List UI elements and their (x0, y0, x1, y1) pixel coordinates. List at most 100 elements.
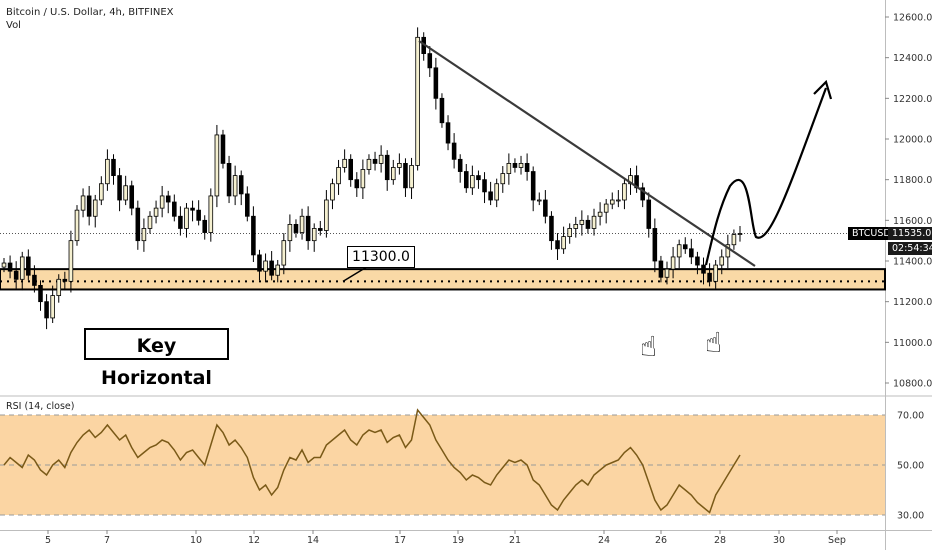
time-tick-label: 17 (394, 535, 406, 546)
candle-body (488, 191, 493, 201)
candle-body (616, 199, 621, 202)
candle-body (62, 278, 68, 282)
candle-body (324, 199, 329, 231)
candle-body (555, 240, 560, 250)
candle-body (111, 158, 116, 176)
rsi-line (3, 408, 741, 514)
candle-body (506, 162, 512, 174)
candle-body (342, 158, 347, 168)
candle-body (573, 223, 579, 229)
candle-body (433, 67, 439, 99)
rsi-axis: 70.00 50.00 30.00 (897, 411, 924, 522)
candle-body (1, 262, 7, 268)
rsi-tick-label: 30.00 (897, 511, 924, 522)
candle-body (597, 211, 603, 217)
candle-body (609, 199, 615, 205)
candle-body (7, 262, 13, 272)
price-tick-label: 12200.00 (893, 94, 932, 105)
candle-body (652, 228, 658, 262)
time-tick-label: Sep (828, 535, 846, 546)
candle-body (701, 264, 706, 274)
candle-body (561, 236, 566, 250)
price-tick-label: 11800.00 (893, 175, 932, 186)
candle-body (68, 240, 74, 282)
time-tick-label: 12 (248, 535, 260, 546)
rsi-label: RSI (14, close) (6, 401, 75, 412)
price-tick-label: 12600.00 (893, 13, 932, 24)
price-tick-label: 11400.00 (893, 257, 932, 268)
candle-body (105, 158, 110, 185)
rsi-band (0, 414, 885, 516)
candle-body (117, 175, 122, 201)
price-tick-label: 11600.00 (893, 216, 932, 227)
price-tick-label: 10800.00 (893, 379, 932, 390)
candle-body (74, 209, 80, 242)
candle-body (585, 219, 591, 229)
candle-body (707, 272, 712, 282)
candle-body (220, 134, 226, 164)
candle-body (530, 171, 536, 201)
candle-body (397, 162, 402, 168)
descending-trendline (418, 40, 756, 267)
candle-body (202, 219, 208, 233)
candle-body (56, 278, 62, 296)
candle-body (318, 228, 323, 231)
drawings (418, 40, 833, 267)
price-tick-label: 12000.00 (893, 135, 932, 146)
candle-body (670, 256, 676, 270)
candle-body (664, 268, 670, 278)
candle-body (123, 185, 128, 201)
candle-body (190, 207, 195, 211)
candle-body (19, 256, 25, 280)
countdown-tag: 02:54:34 (888, 242, 932, 255)
candle-body (226, 162, 232, 197)
candle-body (86, 195, 92, 217)
time-tick-label: 5 (45, 535, 51, 546)
candle-body (549, 215, 554, 242)
candle-body (689, 248, 694, 258)
rsi-tick-label: 70.00 (897, 411, 924, 422)
candle-body (512, 162, 518, 168)
candle-body (731, 234, 737, 246)
candle-body (415, 36, 420, 166)
chart-title: Bitcoin / U.S. Dollar, 4h, BITFINEX (6, 7, 174, 18)
candle-body (403, 162, 408, 189)
candle-body (232, 175, 238, 197)
projection-curve (704, 87, 828, 266)
candle-body (129, 185, 135, 209)
candle-body (451, 142, 457, 160)
candle-body (366, 158, 372, 170)
candle-body (281, 240, 287, 266)
candle-body (196, 209, 201, 221)
level-label: 11300.0 (347, 246, 415, 268)
candle-body (445, 122, 451, 144)
candle-body (713, 264, 718, 282)
key-horizontal-label: Key Horizontal (84, 328, 229, 389)
candle-body (245, 193, 250, 217)
candle-body (299, 215, 305, 233)
candle-body (293, 223, 299, 233)
candle-body (354, 179, 360, 189)
candle-body (153, 207, 159, 217)
candle-body (275, 264, 281, 276)
rsi-line-group (3, 408, 741, 514)
candle-body (640, 187, 645, 201)
candle-body (579, 219, 585, 225)
candle-body (32, 274, 37, 286)
candle-body (476, 175, 481, 181)
candle-body (646, 199, 652, 229)
candle-body (330, 183, 335, 201)
candle-body (178, 215, 183, 229)
candle-body (719, 256, 725, 266)
candle-body (263, 260, 268, 272)
candle-body (463, 171, 469, 189)
time-tick-label: 26 (655, 535, 667, 546)
candle-body (99, 183, 104, 201)
candle-body (13, 270, 19, 280)
candle-body (238, 175, 244, 195)
price-tick-label: 11200.00 (893, 297, 932, 308)
time-tick-label: 19 (452, 535, 464, 546)
candle-body (409, 165, 414, 189)
candle-body (214, 134, 220, 197)
candle-body (208, 195, 214, 233)
